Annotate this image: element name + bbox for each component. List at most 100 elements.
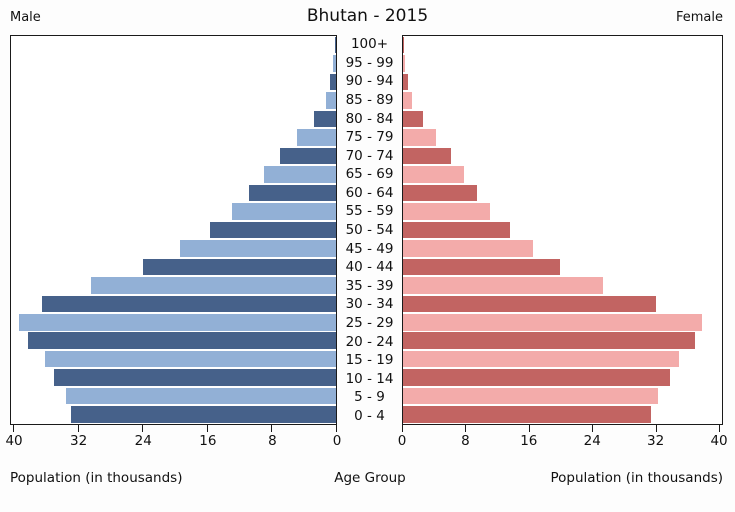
x-tick-mark: [271, 425, 273, 432]
male-bar: [71, 406, 336, 423]
female-bar: [403, 406, 652, 423]
male-bar: [231, 203, 336, 220]
female-bar: [403, 166, 465, 183]
male-row: [11, 165, 336, 183]
x-tick-label: 16: [199, 433, 217, 449]
age-group-label: 35 - 39: [345, 277, 394, 294]
male-row: [11, 350, 336, 368]
female-bar: [403, 110, 423, 128]
female-rows: [403, 36, 722, 424]
age-group-label: 40 - 44: [345, 259, 394, 276]
x-tick-mark: [655, 425, 657, 432]
male-bar: [279, 147, 336, 165]
male-bar: [91, 277, 336, 294]
male-bars-panel: [10, 35, 337, 425]
male-bar: [249, 184, 336, 202]
age-group-axis-caption: Age Group: [334, 470, 406, 486]
female-bar: [403, 258, 560, 276]
age-group-label: 5 - 9: [354, 389, 385, 406]
age-group-label: 55 - 59: [345, 203, 394, 220]
male-row: [11, 147, 336, 165]
female-row: [403, 350, 722, 368]
age-group-label: 85 - 89: [345, 92, 394, 109]
male-bar: [143, 258, 336, 276]
female-row: [403, 36, 722, 54]
male-row: [11, 128, 336, 146]
male-row: [11, 239, 336, 257]
x-tick-label: 8: [461, 433, 470, 449]
age-group-label: 0 - 4: [354, 407, 385, 424]
male-row: [11, 276, 336, 294]
male-bar: [41, 295, 336, 313]
female-bar: [403, 184, 478, 202]
female-row: [403, 73, 722, 91]
female-bar: [403, 129, 437, 146]
x-tick-mark: [592, 425, 594, 432]
male-bar: [335, 36, 336, 54]
male-bar: [297, 129, 336, 146]
female-bar: [403, 221, 511, 239]
female-bar: [403, 295, 656, 313]
age-group-label: 10 - 14: [345, 370, 394, 387]
male-bar: [179, 240, 336, 257]
male-bar: [314, 110, 336, 128]
male-row: [11, 387, 336, 405]
x-tick-label: 24: [583, 433, 601, 449]
female-row: [403, 239, 722, 257]
male-row: [11, 36, 336, 54]
female-row: [403, 368, 722, 386]
female-row: [403, 405, 722, 423]
male-header-label: Male: [10, 10, 41, 25]
female-bar: [403, 369, 670, 386]
female-axis-caption: Population (in thousands): [550, 470, 723, 486]
x-tick-label: 0: [332, 433, 342, 449]
age-group-label: 60 - 64: [345, 184, 394, 201]
x-tick-label: 8: [268, 433, 277, 449]
female-bar: [403, 277, 604, 294]
female-bar: [403, 147, 452, 165]
female-bar: [403, 36, 404, 54]
female-axis-tick-labels: 0 8 16 24 32 40: [398, 433, 728, 449]
female-bar: [403, 73, 408, 91]
age-group-label: 90 - 94: [345, 73, 394, 90]
male-row: [11, 110, 336, 128]
female-row: [403, 332, 722, 350]
x-tick-label: 40: [5, 433, 23, 449]
male-axis-ticks: [10, 425, 337, 432]
age-group-label: 20 - 24: [345, 333, 394, 350]
chart-title: Bhutan - 2015: [306, 6, 429, 26]
x-tick-mark: [719, 425, 721, 432]
female-row: [403, 221, 722, 239]
age-group-label: 45 - 49: [345, 240, 394, 257]
age-group-label: 80 - 84: [345, 110, 394, 127]
female-row: [403, 276, 722, 294]
female-row: [403, 110, 722, 128]
male-bar: [329, 73, 336, 91]
female-row: [403, 202, 722, 220]
age-group-label: 50 - 54: [345, 222, 394, 239]
male-axis-tick-labels: 40 32 24 16 8 0: [5, 433, 341, 449]
female-row: [403, 165, 722, 183]
male-row: [11, 368, 336, 386]
female-row: [403, 258, 722, 276]
female-row: [403, 295, 722, 313]
x-tick-label: 32: [647, 433, 665, 449]
female-row: [403, 147, 722, 165]
female-row: [403, 54, 722, 72]
x-tick-label: 40: [710, 433, 728, 449]
x-tick-mark: [402, 425, 403, 432]
male-bar: [53, 369, 336, 386]
age-group-label: 25 - 29: [345, 314, 394, 331]
female-bar: [403, 314, 702, 331]
x-tick-label: 16: [520, 433, 538, 449]
female-axis-ticks: [402, 425, 723, 432]
female-bar: [403, 55, 406, 72]
male-bar: [210, 221, 336, 239]
male-bar: [332, 55, 336, 72]
age-group-axis: 100+ 95 - 99 90 - 94 85 - 89 80 - 84 75 - 79 7…: [337, 35, 402, 425]
male-rows: [11, 36, 336, 424]
male-bar: [44, 350, 336, 368]
x-tick-mark: [465, 425, 467, 432]
male-row: [11, 295, 336, 313]
